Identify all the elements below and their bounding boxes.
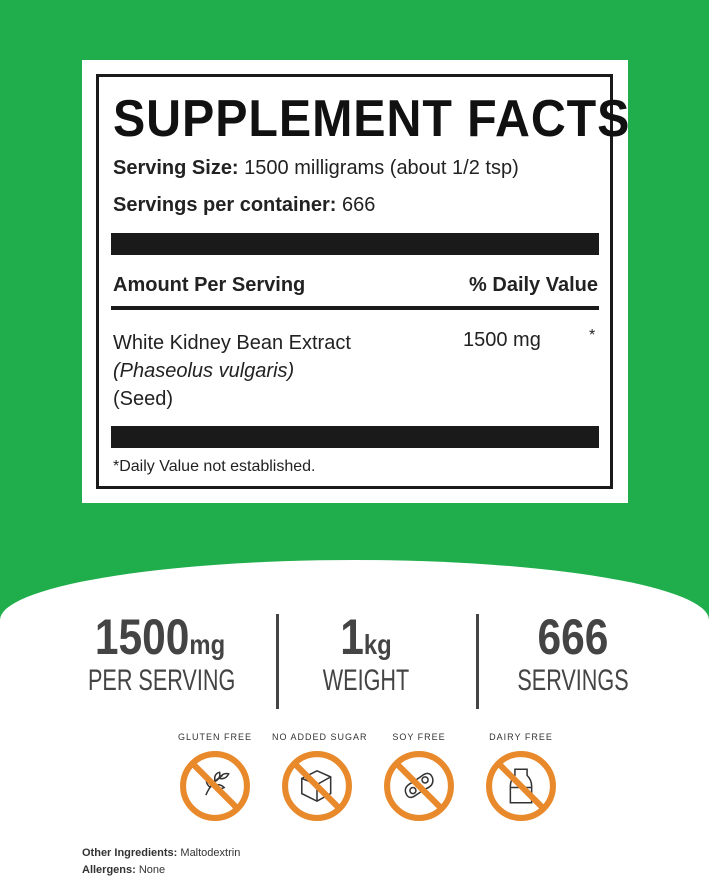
badge-no-added-sugar: NO ADDED SUGAR (272, 732, 368, 829)
divider (276, 614, 279, 709)
badge-label: SOY FREE (392, 732, 446, 742)
divider (476, 614, 479, 709)
wheat-icon (180, 751, 250, 821)
badge-label: DAIRY FREE (489, 732, 553, 742)
badge-label: GLUTEN FREE (177, 732, 252, 742)
divider-line (111, 306, 599, 310)
stat-per-serving: 1500mg PER SERVING (88, 609, 236, 697)
servings-per-container: Servings per container: 666 (113, 194, 376, 216)
badge-label: NO ADDED SUGAR (272, 732, 368, 742)
other-ingredients: Other Ingredients: Maltodextrin (82, 847, 241, 859)
badge-gluten-free: GLUTEN FREE (170, 732, 260, 829)
serving-size: Serving Size: 1500 milligrams (about 1/2… (113, 157, 519, 179)
divider-bar (111, 233, 599, 255)
divider-bar (111, 426, 599, 448)
footnote: *Daily Value not established. (113, 458, 316, 475)
supplement-facts-panel: SUPPLEMENT FACTS Serving Size: 1500 mill… (82, 60, 631, 503)
milk-bottle-icon (486, 751, 556, 821)
amount-header: Amount Per Serving (113, 274, 306, 296)
badge-soy-free: SOY FREE (374, 732, 464, 829)
dv-header: % Daily Value (469, 274, 598, 296)
stat-weight: 1kg WEIGHT (322, 609, 410, 697)
sugar-cube-icon (282, 751, 352, 821)
ingredient-dv: * (589, 327, 596, 344)
ingredient-name: White Kidney Bean Extract (Phaseolus vul… (113, 332, 351, 410)
stat-servings: 666 SERVINGS (517, 609, 629, 697)
white-curve (0, 560, 709, 879)
soybean-icon (384, 751, 454, 821)
allergens: Allergens: None (82, 864, 166, 876)
facts-title: SUPPLEMENT FACTS (113, 90, 631, 148)
ingredient-amount: 1500 mg (463, 329, 541, 351)
badge-dairy-free: DAIRY FREE (476, 732, 566, 829)
